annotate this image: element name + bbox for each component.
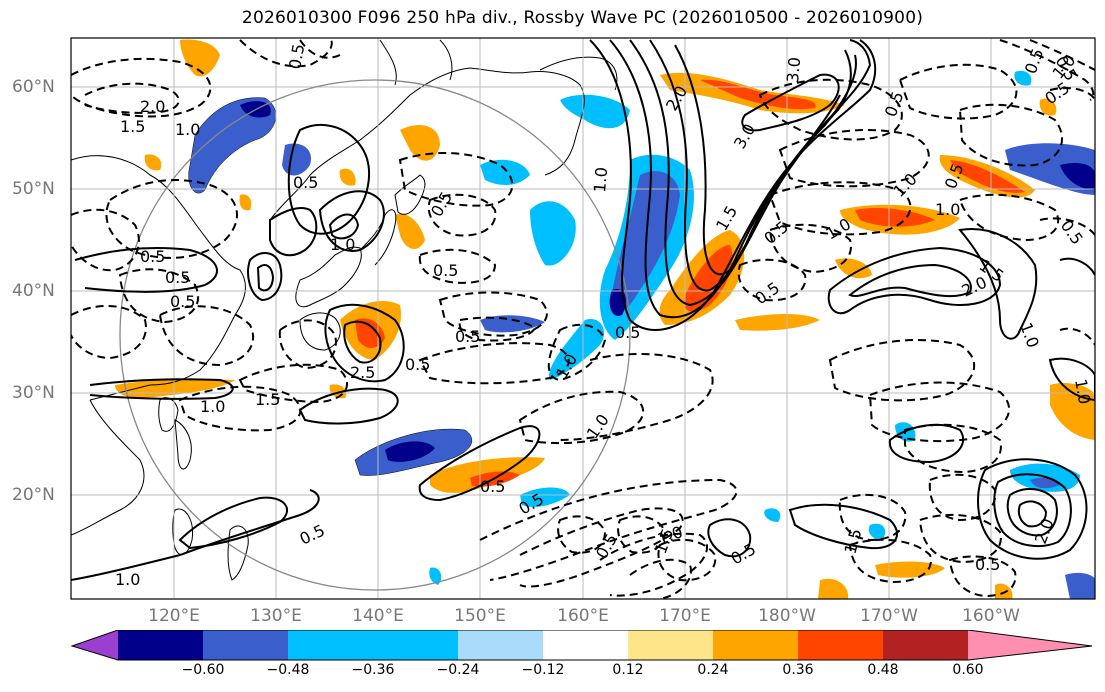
lat-label-60n: 60°N <box>12 77 55 97</box>
contour-label: 0.5 <box>427 188 456 220</box>
colorbar-segment <box>458 630 543 660</box>
contour-label: 0.5 <box>455 327 480 346</box>
lon-label-150e: 150°E <box>454 606 506 626</box>
contour-label: 1.5 <box>841 527 866 557</box>
contour-label: 0.5 <box>285 42 308 70</box>
lat-label-50n: 50°N <box>12 179 55 199</box>
contour-label: 1.0 <box>330 235 355 254</box>
lon-label-170e: 170°E <box>659 606 711 626</box>
contour-label: 0.5 <box>433 261 458 280</box>
contour-label: 0.5 <box>1057 216 1087 248</box>
lon-label-180w: 180°W <box>758 606 816 626</box>
colorbar-tick-label: 0.24 <box>697 662 729 678</box>
contour-label: 2.0 <box>140 97 165 116</box>
contour-label: 0.5 <box>293 173 318 192</box>
colorbar-tick-label: 0.60 <box>952 662 984 678</box>
colorbar-segment <box>628 630 713 660</box>
colorbar-tick-label: 0.36 <box>782 662 814 678</box>
colorbar-tick-label: −0.12 <box>521 662 565 678</box>
contour-label: 1.0 <box>175 120 200 139</box>
contour-label: 0.5 <box>751 278 783 308</box>
colorbar-segment <box>713 630 798 660</box>
colorbar-segment <box>543 630 628 660</box>
colorbar-tick-label: −0.48 <box>266 662 310 678</box>
colorbar-tick-label: 0.48 <box>867 662 899 678</box>
colorbar-outline <box>70 630 1093 661</box>
reference-circle <box>119 79 631 591</box>
contour-label: 2.5 <box>350 363 375 382</box>
contour-label: 0.5 <box>480 477 505 496</box>
negative-contours <box>71 38 1095 599</box>
contour-label: 0.5 <box>615 323 640 342</box>
colorbar-tick-label: −0.60 <box>181 662 225 678</box>
contour-label: 1.0 <box>935 200 960 219</box>
colorbar-segment <box>203 630 288 660</box>
colorbar <box>70 630 1093 661</box>
colorbar-tick-label: −0.24 <box>436 662 480 678</box>
contour-label: 3.0 <box>783 56 804 83</box>
positive-contours <box>71 39 1095 581</box>
contour-label: 1.0 <box>200 397 225 416</box>
contour-label: 0.5 <box>165 268 190 287</box>
contour-label: 0.5 <box>297 521 328 549</box>
colorbar-segment <box>118 630 203 660</box>
lon-label-140e: 140°E <box>352 606 404 626</box>
contour-label: 1.5 <box>712 202 741 234</box>
contour-label: 0.5 <box>405 355 430 374</box>
map-title: 2026010300 F096 250 hPa div., Rossby Wav… <box>241 8 924 28</box>
colorbar-segment <box>968 630 1092 660</box>
contour-label: 0.5 <box>728 539 760 568</box>
lon-label-170w: 170°W <box>860 606 918 626</box>
lon-label-160w: 160°W <box>962 606 1020 626</box>
lat-label-30n: 30°N <box>12 383 55 403</box>
colorbar-tick-label: −0.36 <box>351 662 395 678</box>
contour-label: 1.0 <box>590 166 611 193</box>
contour-label: 1.5 <box>255 390 280 409</box>
colorbar-tick-label: 0.12 <box>612 662 644 678</box>
colorbar-segment <box>72 630 118 660</box>
contour-label: 1.5 <box>120 117 145 136</box>
contour-label: 0.5 <box>881 89 908 119</box>
colorbar-segment <box>798 630 883 660</box>
contour-label: 0.5 <box>1021 46 1048 76</box>
map-frame <box>70 37 1096 600</box>
lat-label-20n: 20°N <box>12 485 55 505</box>
lon-label-120e: 120°E <box>148 606 200 626</box>
contour-label: 0.5 <box>170 292 195 311</box>
contour-label: 2.0 <box>1031 516 1058 546</box>
colorbar-segment <box>883 630 968 660</box>
contour-label: 1.0 <box>1071 377 1094 405</box>
contour-label: 1.0 <box>115 570 140 589</box>
lon-label-130e: 130°E <box>250 606 302 626</box>
lat-label-40n: 40°N <box>12 281 55 301</box>
contour-label: 1.0 <box>1016 320 1043 350</box>
contour-label: 0.5 <box>592 530 621 562</box>
contour-label: 3.0 <box>730 120 759 152</box>
contour-label: 0.5 <box>975 555 1000 574</box>
colorbar-segment <box>373 630 458 660</box>
colorbar-segment <box>288 630 373 660</box>
contour-label: 0.5 <box>140 247 165 266</box>
lon-label-160e: 160°E <box>557 606 609 626</box>
